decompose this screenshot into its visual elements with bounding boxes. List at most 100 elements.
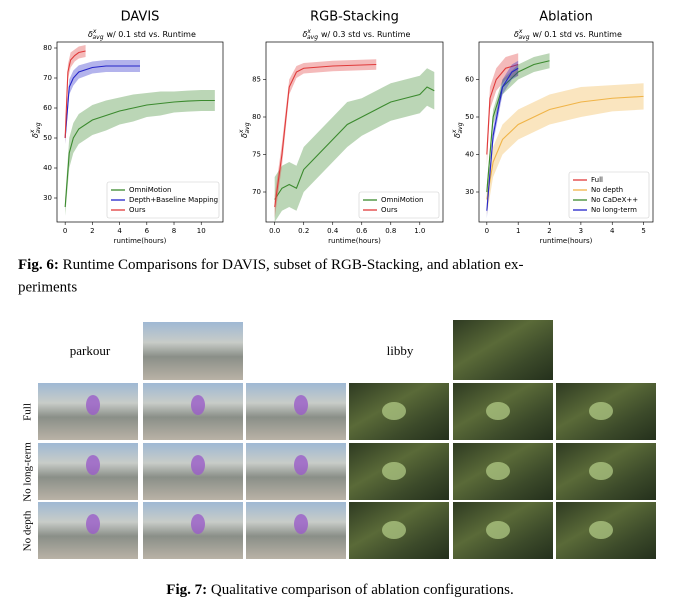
data-line (274, 63, 377, 208)
y-tick-label: 60 (465, 76, 474, 84)
scene-label: parkour (70, 343, 111, 358)
caption-text: Runtime Comparisons for DAVIS, subset of… (63, 257, 524, 273)
legend-label: OmniMotion (381, 196, 423, 204)
data-line (274, 86, 435, 200)
fig6-caption: Fig. 6: Runtime Comparisons for DAVIS, s… (18, 257, 524, 273)
figure-7: parkour libby Full No long-term No depth (22, 320, 656, 559)
chart-title: DAVIS (121, 10, 160, 25)
std-band (65, 45, 86, 144)
x-tick-label: 0.4 (327, 227, 339, 235)
data-line (486, 67, 519, 211)
figure-blob (589, 462, 613, 480)
subscript: avg (518, 34, 529, 41)
math-label: δx avg w/ 0.1 std vs. Runtime (514, 28, 622, 41)
x-tick-label: 0.0 (269, 227, 280, 235)
y-tick-label: 70 (43, 74, 52, 82)
x-tick-label: 6 (145, 227, 150, 235)
subscript: avg (92, 34, 103, 41)
figure-blob (486, 402, 510, 420)
figure-blob (86, 514, 100, 534)
reference-image (143, 322, 243, 380)
symbol: δ (240, 133, 249, 138)
figure-blob (486, 462, 510, 480)
y-tick-label: 50 (465, 113, 474, 121)
legend-label: No depth (591, 186, 623, 194)
x-tick-label: 1.0 (414, 227, 425, 235)
x-tick-label: 2 (90, 227, 94, 235)
x-tick-label: 0.8 (385, 227, 396, 235)
superscript: x (451, 129, 458, 134)
y-tick-label: 70 (252, 188, 261, 196)
x-tick-label: 0 (63, 227, 67, 235)
x-axis-label: runtime(hours) (540, 237, 593, 245)
data-line (486, 95, 644, 200)
y-tick-label: 80 (252, 113, 261, 121)
plot-frame (478, 41, 654, 223)
figure-blob (191, 455, 205, 475)
figure-blob (382, 521, 406, 539)
reference-image (453, 320, 553, 380)
legend-box (106, 181, 220, 219)
symbol: δ (514, 30, 519, 39)
data-line (64, 50, 86, 139)
y-tick-label: 80 (43, 44, 52, 52)
plot-frame (56, 41, 224, 223)
subscript: avg (307, 34, 318, 41)
symbol: δ (31, 133, 40, 138)
y-tick-label: 40 (465, 151, 474, 159)
row-label: Full (22, 403, 34, 421)
x-tick-label: 0.2 (298, 227, 309, 235)
symbol: δ (453, 133, 462, 138)
data-line (486, 63, 519, 155)
x-tick-label: 3 (579, 227, 583, 235)
x-tick-label: 4 (610, 227, 615, 235)
x-tick-label: 0 (485, 227, 489, 235)
math-label: δx avg w/ 0.3 std vs. Runtime (303, 28, 411, 41)
figure-blob (486, 521, 510, 539)
y-tick-label: 50 (43, 134, 52, 142)
y-tick-label: 30 (43, 194, 52, 202)
figure-blob (191, 514, 205, 534)
fig6-caption-cont: periments (18, 279, 77, 295)
subscript: avg (35, 122, 42, 133)
subscript: avg (457, 122, 464, 133)
image-grid (38, 383, 656, 559)
legend-label: OmniMotion (129, 186, 171, 194)
legend-label: Ours (129, 206, 146, 214)
x-tick-label: 1 (516, 227, 520, 235)
figure-blob (86, 455, 100, 475)
figure-blob (294, 514, 308, 534)
math-label: δxavg (29, 122, 42, 138)
x-tick-label: 0.6 (356, 227, 368, 235)
y-tick-label: 40 (43, 164, 52, 172)
std-band (486, 53, 519, 166)
legend-label: No long-term (591, 206, 637, 214)
superscript: x (306, 28, 311, 35)
math-label: δxavg (238, 122, 251, 138)
data-line (64, 65, 140, 139)
x-tick-label: 4 (117, 227, 122, 235)
x-tick-label: 10 (197, 227, 206, 235)
caption-label: Fig. 7: (166, 582, 207, 598)
figure-blob (191, 395, 205, 415)
math-label: δxavg (451, 122, 464, 138)
subtitle-text: w/ 0.1 std vs. Runtime (533, 30, 622, 39)
scene-label: libby (387, 343, 414, 358)
data-line (486, 60, 550, 193)
y-tick-label: 75 (252, 151, 261, 159)
figure-blob (86, 395, 100, 415)
chart-title: RGB-Stacking (310, 10, 399, 25)
row-label: No long-term (22, 442, 34, 502)
figure-blob (589, 402, 613, 420)
subtitle-text: w/ 0.1 std vs. Runtime (107, 30, 196, 39)
caption-label: Fig. 6: (18, 257, 59, 273)
chart-title: Ablation (539, 10, 593, 25)
y-tick-label: 30 (465, 188, 474, 196)
subscript: avg (244, 122, 251, 133)
figure-blob (589, 521, 613, 539)
superscript: x (518, 28, 523, 35)
